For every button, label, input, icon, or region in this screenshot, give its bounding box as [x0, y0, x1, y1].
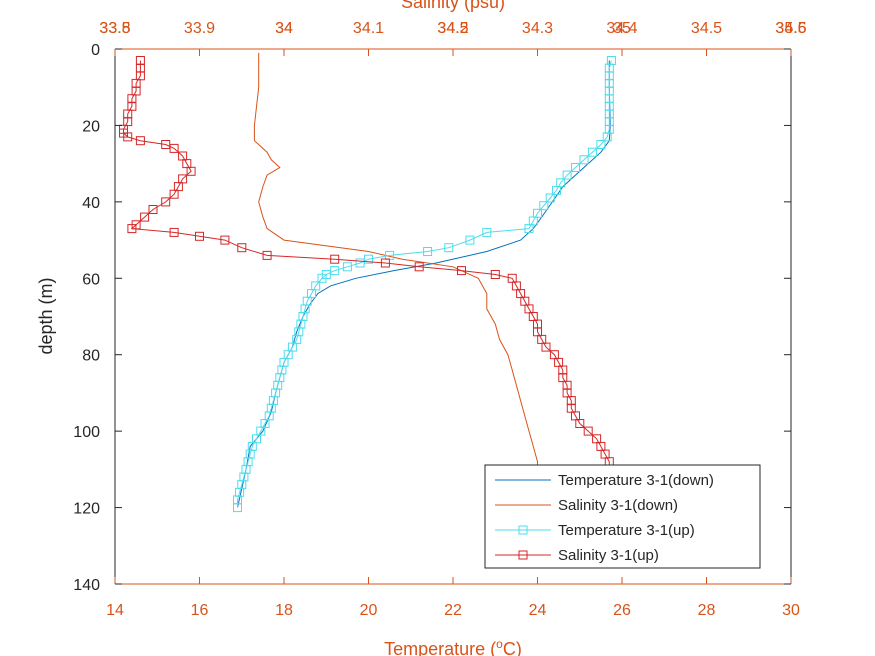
data-point: [490, 270, 500, 279]
legend: Temperature 3-1(down) Salinity 3-1(down) T…: [484, 464, 761, 569]
x-bottom-tick-label: 20: [360, 602, 378, 619]
y-tick-label: 20: [82, 118, 100, 135]
x-axis-title-temperature: Temperature (oC): [384, 637, 522, 656]
x-top-tick-label: 34.3: [522, 20, 553, 37]
data-point: [423, 247, 433, 256]
x-bottom-tick-label: 30: [782, 602, 800, 619]
axes-layer: 14 16 18 20 22 24 26 28 30 0 20 40 60 80 100 120 140 33.8…: [73, 20, 806, 619]
x-bottom-tick-label: 24: [529, 602, 547, 619]
data-point: [135, 136, 145, 146]
data-point: [169, 143, 179, 153]
data-point: [596, 140, 606, 149]
data-point: [444, 243, 454, 253]
data-point: [380, 258, 390, 268]
x-top-tick-label: 35: [613, 20, 631, 37]
data-point: [262, 250, 272, 260]
data-point: [552, 185, 561, 195]
data-point: [169, 227, 179, 237]
y-tick-label: 140: [73, 577, 100, 594]
data-point: [330, 254, 340, 264]
x-axis-title-superscript: o: [496, 637, 503, 651]
x-bottom-tick-label: 28: [698, 602, 716, 619]
x-axis-title-salinity: Salinity (psu): [401, 0, 505, 12]
data-point: [127, 224, 137, 234]
data-point: [587, 147, 597, 157]
data-point: [465, 235, 475, 245]
legend-entry: Temperature 3-1(up): [558, 522, 695, 539]
data-point: [140, 212, 150, 222]
y-tick-label: 0: [91, 42, 100, 59]
x-top-tick-label: 34.2: [437, 20, 468, 37]
data-point: [583, 426, 593, 436]
data-point: [195, 231, 204, 241]
data-point: [562, 170, 572, 180]
data-point: [233, 503, 242, 513]
legend-box: [484, 464, 761, 569]
x-bottom-tick-label: 14: [106, 602, 124, 619]
legend-entry: Salinity 3-1(up): [558, 547, 659, 564]
data-point: [545, 193, 555, 203]
data-point: [539, 201, 549, 211]
y-tick-label: 80: [82, 348, 100, 365]
data-point: [148, 205, 158, 214]
legend-marker: [518, 550, 528, 560]
y-axis-title-depth: depth (m): [36, 277, 56, 354]
x-top-tick-label: 33.8: [99, 20, 130, 37]
x-bottom-tick-label: 18: [275, 602, 293, 619]
data-point: [355, 258, 365, 268]
data-point: [482, 227, 492, 237]
x-top-tick-label: 33.5: [99, 20, 130, 37]
data-point: [237, 243, 247, 253]
data-point: [342, 262, 352, 272]
data-point: [579, 155, 589, 165]
y-tick-label: 40: [82, 195, 100, 212]
data-point: [602, 132, 612, 142]
data-point: [575, 419, 585, 428]
data-point: [186, 166, 196, 176]
data-point: [571, 163, 580, 172]
x-axis-title-tail: C): [503, 639, 522, 656]
y-tick-label: 120: [73, 501, 100, 518]
y-tick-label: 60: [82, 271, 100, 288]
x-top-tick-label: 35.5: [775, 20, 806, 37]
x-top-tick-label: 34.1: [353, 20, 384, 37]
x-top-tick-label: 34: [275, 20, 293, 37]
data-point: [161, 197, 171, 207]
series-3: [233, 56, 616, 513]
legend-entry: Salinity 3-1(down): [558, 497, 678, 514]
x-bottom-tick-label: 22: [444, 602, 462, 619]
data-point: [220, 235, 230, 245]
legend-marker: [518, 525, 528, 535]
data-point: [541, 342, 551, 352]
x-top-tick-label: 33.9: [184, 20, 215, 37]
data-point: [524, 224, 534, 234]
x-top-tick-label: 34.6: [775, 20, 806, 37]
data-point: [123, 132, 133, 142]
y-tick-label: 100: [73, 424, 100, 441]
x-top-tick-label: 34: [275, 20, 293, 37]
legend-entry: Temperature 3-1(down): [558, 472, 714, 489]
data-point: [317, 273, 327, 283]
data-point: [169, 189, 179, 199]
x-top-tick-label: 34.5: [691, 20, 722, 37]
x-top-tick-label: 34.4: [606, 20, 637, 37]
x-bottom-tick-label: 16: [191, 602, 209, 619]
x-bottom-tick-label: 26: [613, 602, 631, 619]
data-point: [414, 262, 424, 272]
x-top-tick-label: 34.5: [437, 20, 468, 37]
data-point: [457, 266, 466, 276]
